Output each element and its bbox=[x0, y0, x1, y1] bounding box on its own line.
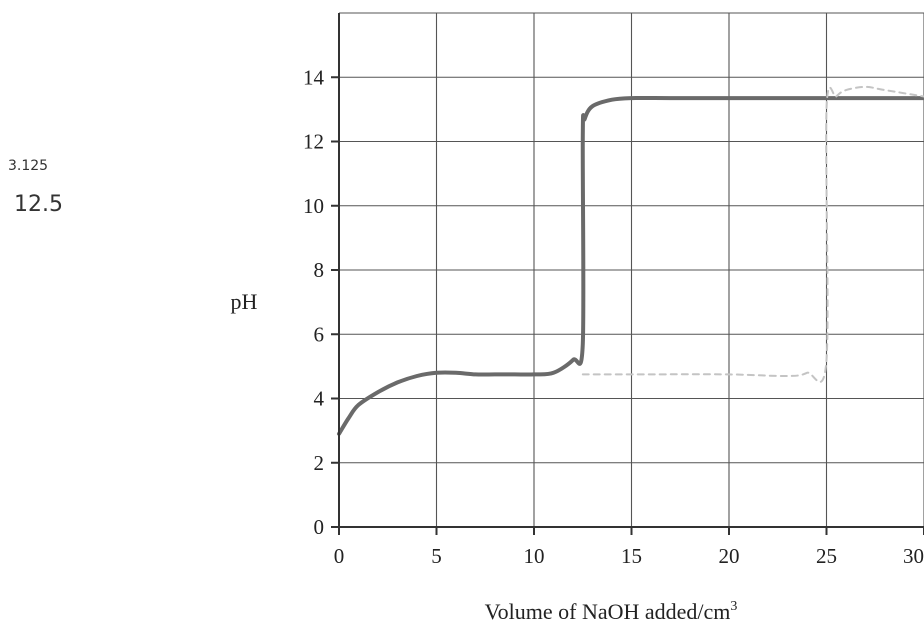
x-tick-label: 30 bbox=[903, 544, 924, 568]
tick-labels: 0 5 10 15 20 25 30 0 2 4 6 8 10 12 14 bbox=[303, 65, 924, 568]
x-axis-label-superscript: 3 bbox=[730, 599, 737, 614]
x-axis-label: Volume of NaOH added/cm3 bbox=[485, 599, 738, 624]
y-tick-label: 0 bbox=[314, 515, 325, 539]
handwritten-note-2: 12.5 bbox=[14, 192, 63, 217]
x-tick-label: 15 bbox=[621, 544, 642, 568]
handwritten-note-1: 3.125 bbox=[8, 158, 48, 174]
y-tick-label: 6 bbox=[314, 322, 325, 346]
y-axis-label: pH bbox=[231, 289, 258, 314]
data-series bbox=[337, 85, 924, 436]
x-tick-label: 5 bbox=[431, 544, 442, 568]
x-tick-label: 0 bbox=[334, 544, 345, 568]
y-tick-label: 4 bbox=[314, 387, 325, 411]
x-tick-label: 20 bbox=[719, 544, 740, 568]
grid-lines bbox=[338, 12, 924, 528]
y-tick-label: 2 bbox=[314, 451, 325, 475]
x-tick-label: 10 bbox=[524, 544, 545, 568]
faint-sketch-series bbox=[581, 85, 924, 383]
y-tick-label: 8 bbox=[314, 258, 325, 282]
axes bbox=[331, 13, 924, 535]
y-tick-label: 10 bbox=[303, 194, 324, 218]
titration-curve-series bbox=[337, 96, 924, 436]
x-tick-label: 25 bbox=[816, 544, 837, 568]
x-axis-label-text: Volume of NaOH added/cm bbox=[485, 599, 731, 624]
y-tick-label: 12 bbox=[303, 130, 324, 154]
y-tick-label: 14 bbox=[303, 65, 325, 89]
